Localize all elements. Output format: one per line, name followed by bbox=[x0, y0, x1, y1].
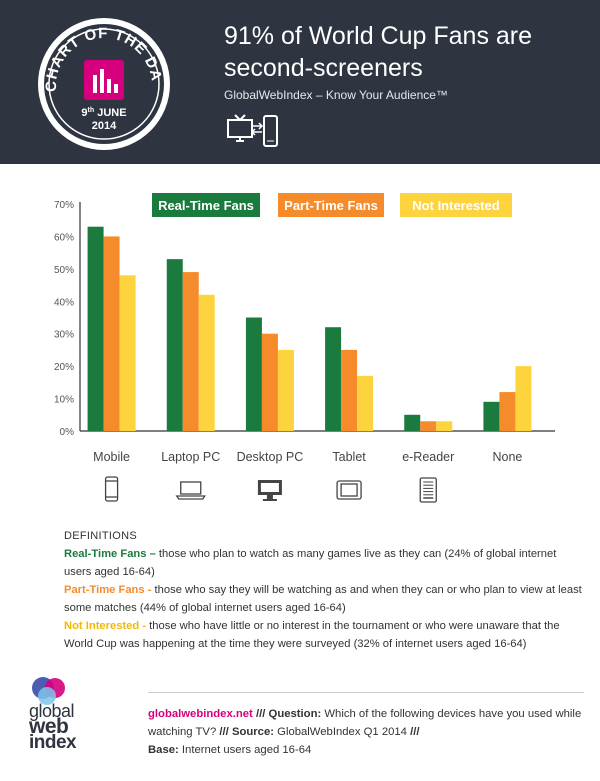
bar-real-time-fans-tablet bbox=[325, 327, 342, 431]
y-tick-label: 40% bbox=[54, 297, 74, 308]
mobile-icon bbox=[104, 476, 119, 502]
definition-text: those who say they will be watching as a… bbox=[64, 584, 582, 614]
bar-part-time-fans-e-reader bbox=[420, 421, 437, 431]
y-tick-label: 0% bbox=[60, 427, 75, 438]
legend-label: Real-Time Fans bbox=[158, 198, 254, 213]
bar-part-time-fans-desktop-pc bbox=[261, 333, 278, 431]
badge-date-suffix: th bbox=[88, 107, 95, 114]
y-tick-label: 70% bbox=[54, 200, 74, 211]
legend-swatch bbox=[152, 193, 260, 217]
definition-text: those who plan to watch as many games li… bbox=[64, 548, 557, 578]
tablet-icon bbox=[336, 480, 362, 500]
globalwebindex-logo-mark bbox=[32, 677, 65, 705]
desktop-icon bbox=[257, 480, 282, 501]
chart-of-the-day-badge: CHART OF THE DAY 9th JUNE 2014 bbox=[0, 0, 170, 150]
definition-part-time: Part-Time Fans - those who say they will… bbox=[64, 581, 584, 617]
title-line-2: second-screeners bbox=[224, 54, 423, 82]
definition-real-time: Real-Time Fans – those who plan to watch… bbox=[64, 545, 584, 581]
y-tick-label: 60% bbox=[54, 232, 74, 243]
footer-notes: globalwebindex.net /// Question: Which o… bbox=[148, 708, 582, 756]
tv-and-phone-icon bbox=[227, 114, 278, 147]
base-text: Internet users aged 16-64 bbox=[178, 744, 312, 756]
title-line-1: 91% of World Cup Fans are bbox=[224, 22, 533, 50]
base-label: Base: bbox=[148, 744, 179, 756]
ereader-icon bbox=[419, 477, 437, 503]
legend-label: Not Interested bbox=[412, 198, 499, 213]
device-usage-bar-chart: 0% 10% 20% 30% 40% 50% 60% 70% Mobile Laptop PC De… bbox=[54, 193, 555, 503]
page-title: 91% of World Cup Fans are second-screene… bbox=[224, 20, 584, 84]
source-text: GlobalWebIndex Q1 2014 bbox=[274, 726, 411, 738]
bar-not-interested-tablet bbox=[357, 375, 374, 431]
definition-text: those who have little or no interest in … bbox=[64, 620, 560, 650]
bar-part-time-fans-laptop-pc bbox=[182, 272, 199, 431]
category-label: e-Reader bbox=[402, 450, 454, 464]
legend-swatch bbox=[400, 193, 512, 217]
laptop-icon bbox=[175, 481, 206, 500]
svg-text:9th JUNE: 9th JUNE bbox=[81, 107, 126, 119]
category-label: Tablet bbox=[332, 450, 366, 464]
category-label: Desktop PC bbox=[237, 450, 304, 464]
bar-part-time-fans-tablet bbox=[341, 349, 358, 431]
bar-not-interested-desktop-pc bbox=[277, 349, 294, 431]
logo-line-1: global bbox=[29, 701, 75, 721]
logo-line-3: index bbox=[29, 732, 77, 753]
bar-real-time-fans-desktop-pc bbox=[245, 317, 262, 431]
category-label: Laptop PC bbox=[161, 450, 220, 464]
definition-term: Not Interested - bbox=[64, 620, 147, 632]
y-tick-label: 20% bbox=[54, 362, 74, 373]
bar-real-time-fans-e-reader bbox=[404, 414, 421, 431]
footer-divider bbox=[148, 692, 584, 693]
category-label: None bbox=[492, 450, 522, 464]
header-banner: CHART OF THE DAY 9th JUNE 2014 91% of Wo… bbox=[0, 0, 600, 164]
site-link[interactable]: globalwebindex.net bbox=[148, 708, 253, 720]
bar-part-time-fans-mobile bbox=[103, 236, 120, 431]
definitions-section: DEFINITIONS Real-Time Fans – those who p… bbox=[64, 527, 584, 653]
question-text: Which of the following devices have you … bbox=[148, 708, 582, 738]
bar-real-time-fans-mobile bbox=[87, 226, 104, 431]
bar-not-interested-e-reader bbox=[436, 421, 453, 431]
globalwebindex-logo-text: global web index bbox=[29, 701, 77, 753]
definition-term: Real-Time Fans – bbox=[64, 548, 156, 560]
badge-year: 2014 bbox=[92, 120, 117, 132]
badge-date-month: JUNE bbox=[97, 107, 126, 119]
question-label: Question: bbox=[268, 708, 322, 720]
definitions-heading: DEFINITIONS bbox=[64, 530, 137, 542]
source-label: Source: bbox=[231, 726, 275, 738]
bar-part-time-fans-none bbox=[499, 392, 516, 431]
bar-not-interested-laptop-pc bbox=[198, 294, 215, 431]
bar-not-interested-none bbox=[515, 366, 532, 431]
logo-line-2: web bbox=[29, 715, 69, 738]
definition-not-interested: Not Interested - those who have little o… bbox=[64, 617, 584, 653]
bar-real-time-fans-laptop-pc bbox=[166, 259, 183, 431]
definition-term: Part-Time Fans - bbox=[64, 584, 152, 596]
y-tick-label: 30% bbox=[54, 330, 74, 341]
legend-label: Part-Time Fans bbox=[284, 198, 378, 213]
category-label: Mobile bbox=[93, 450, 130, 464]
y-tick-label: 10% bbox=[54, 395, 74, 406]
bar-real-time-fans-none bbox=[483, 401, 500, 431]
y-tick-label: 50% bbox=[54, 265, 74, 276]
page-subtitle: GlobalWebIndex – Know Your Audience™ bbox=[224, 88, 448, 102]
badge-date-day: 9 bbox=[81, 107, 87, 119]
legend-swatch bbox=[278, 193, 384, 217]
bar-not-interested-mobile bbox=[119, 275, 136, 431]
